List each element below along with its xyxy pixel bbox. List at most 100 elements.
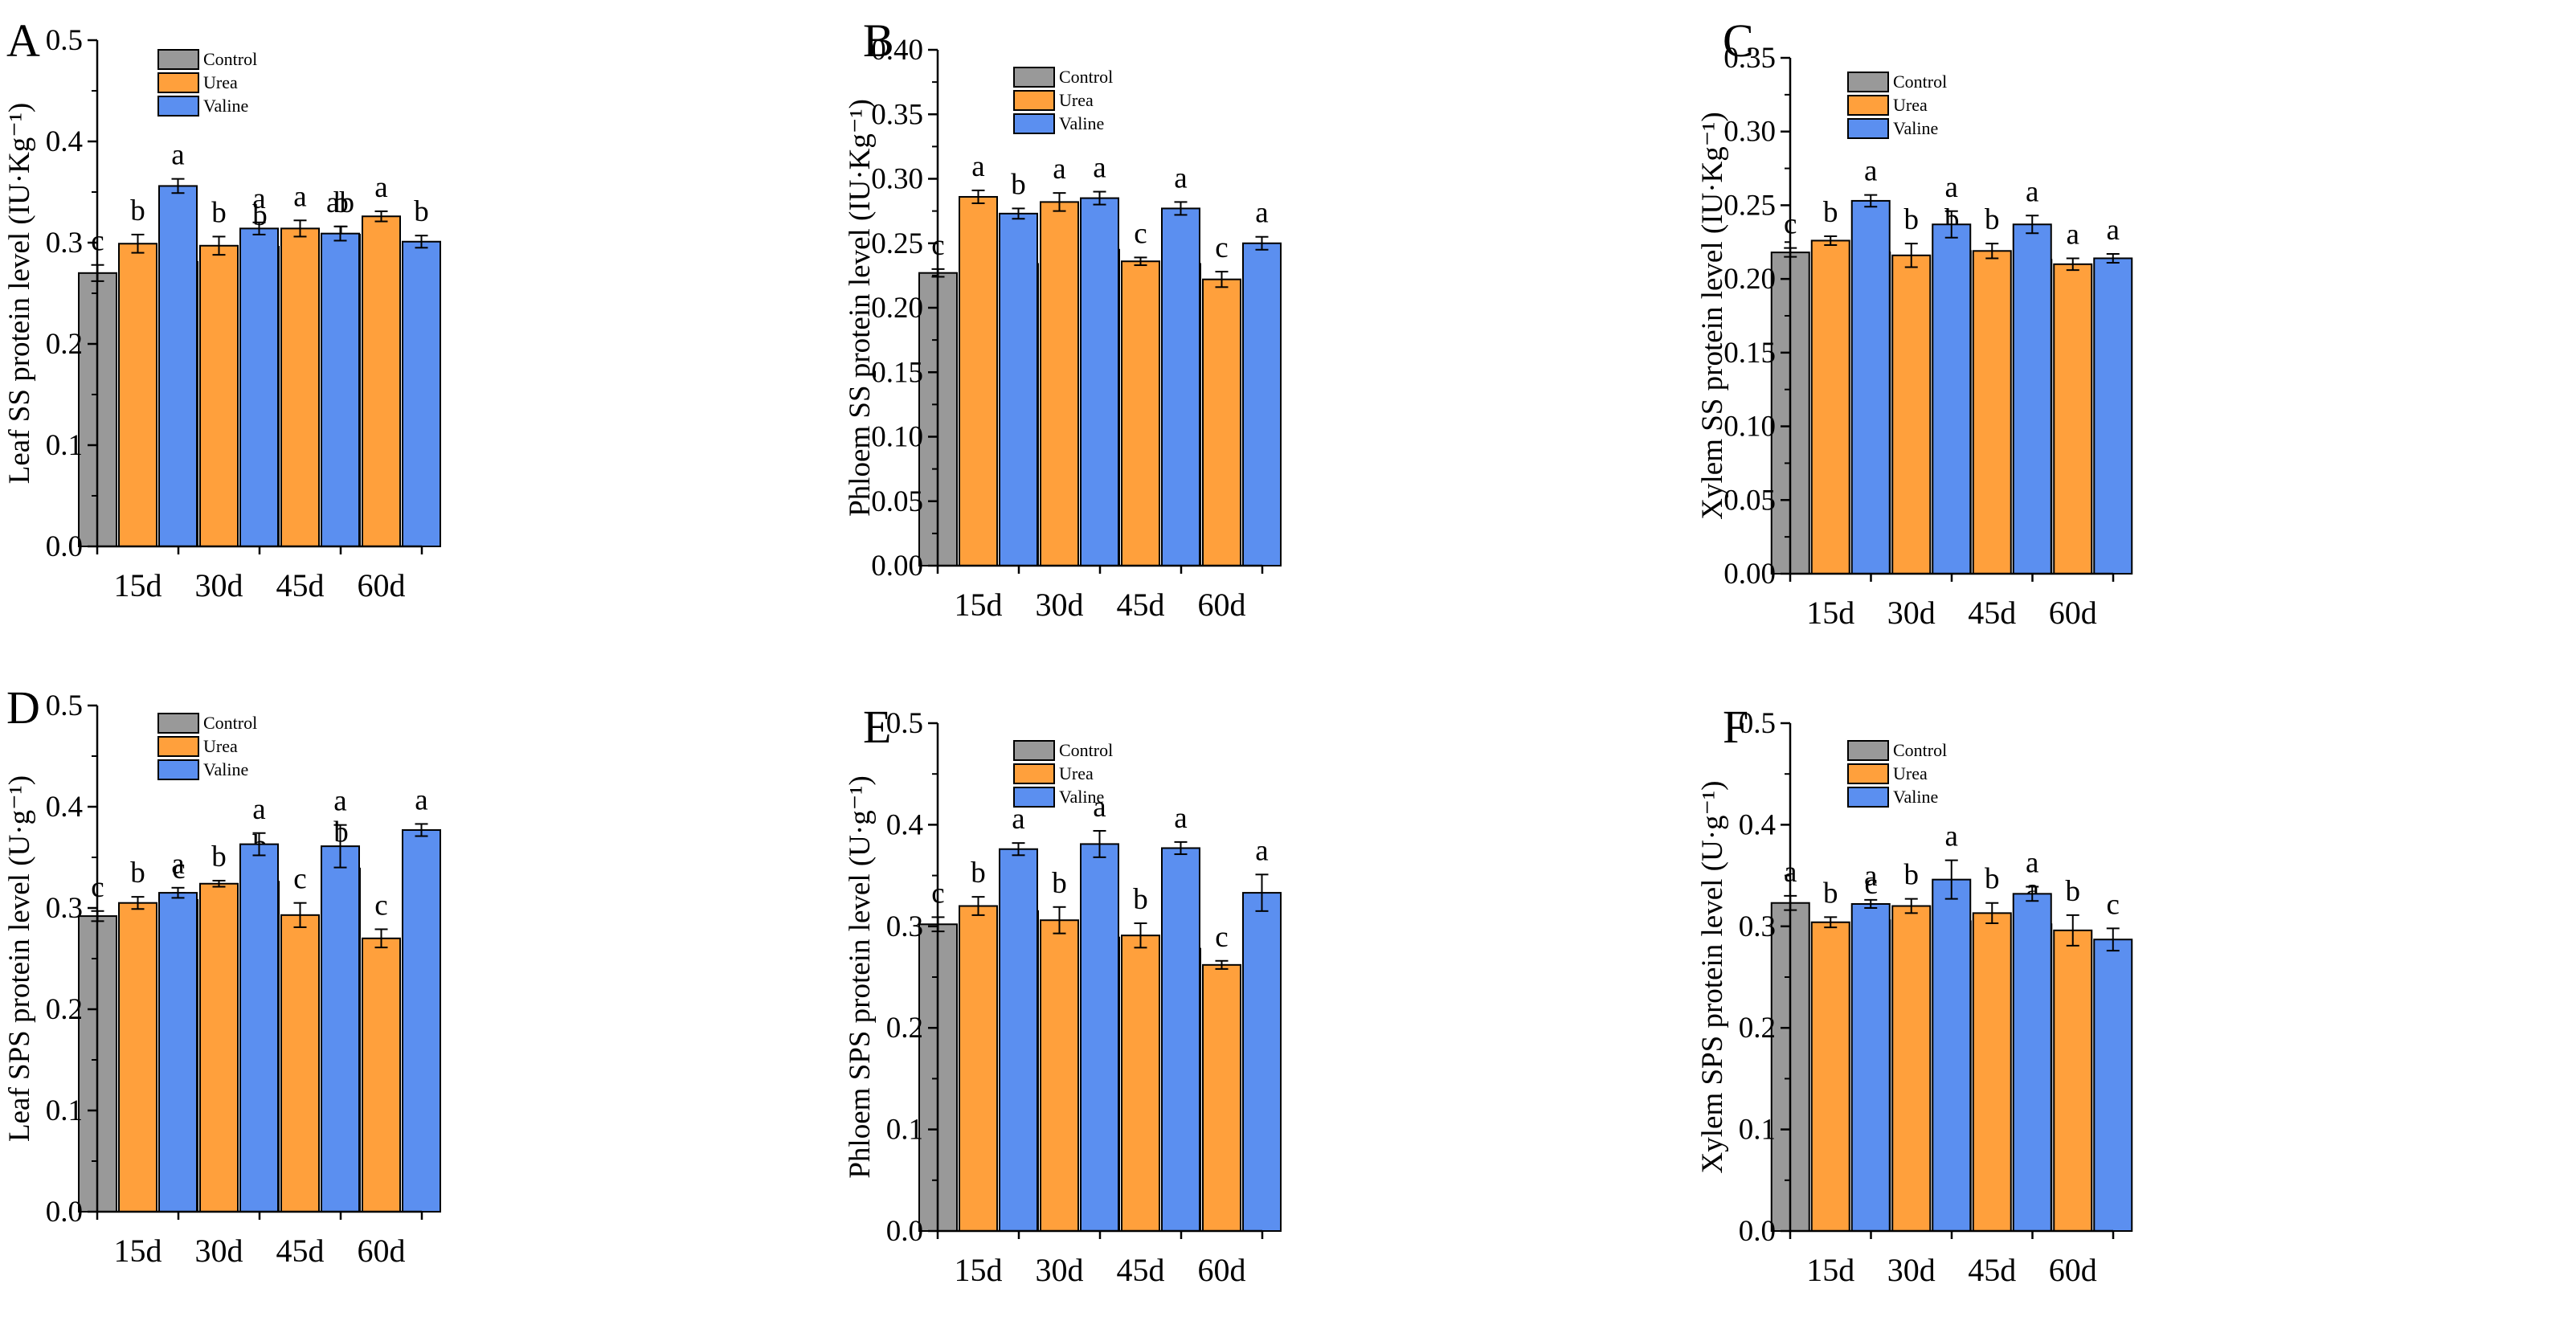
- error-bar: [293, 219, 307, 238]
- y-axis-title: Xylem SS protein level (IU·Kg⁻¹): [1696, 112, 1729, 519]
- legend-label: Valine: [203, 96, 248, 116]
- error-bar: [252, 221, 266, 235]
- bar-urea-30d: [1040, 201, 1079, 566]
- y-axis-title: Phloem SS protein level (IU·Kg⁻¹): [844, 99, 877, 517]
- error-bar: [1824, 916, 1838, 929]
- x-tick-label: 60d: [2049, 1252, 2097, 1288]
- y-tick-label: 0.3: [1739, 910, 1776, 943]
- x-tick-label: 45d: [1117, 1252, 1165, 1288]
- significance-letter: a: [333, 785, 346, 818]
- error-bar: [1255, 873, 1269, 912]
- bar-valine-15d: [1850, 902, 1891, 1232]
- bar-urea-60d: [1202, 963, 1241, 1233]
- x-tick-label: 30d: [195, 1233, 243, 1269]
- bar-valine-30d: [1080, 197, 1119, 566]
- significance-letter: c: [1134, 217, 1147, 250]
- y-tick-label: 0.05: [1723, 484, 1776, 517]
- y-tick-label: 0.25: [1723, 189, 1776, 222]
- bar-valine-15d: [999, 212, 1038, 566]
- y-tick-label: 0.40: [871, 34, 923, 67]
- x-tick-label: 15d: [114, 1233, 162, 1269]
- error-bar: [333, 824, 347, 869]
- significance-letter: a: [171, 848, 184, 881]
- bar-valine-60d: [402, 828, 441, 1213]
- significance-letter: a: [1174, 162, 1187, 194]
- chart-panel-f: Faccabbbbaaac0.00.10.20.30.40.515d30d45d…: [1696, 701, 2133, 1288]
- bar-urea-15d: [959, 195, 998, 566]
- y-tick-label: 0.0: [1739, 1215, 1776, 1248]
- legend-label: Urea: [203, 72, 238, 92]
- bar-urea-45d: [1972, 912, 2012, 1233]
- bar-valine-60d: [2093, 257, 2133, 575]
- error-bar: [1255, 235, 1269, 251]
- bar-valine-15d: [1850, 199, 1891, 575]
- error-bar: [1012, 207, 1025, 220]
- y-tick-label: 0.2: [886, 1012, 923, 1045]
- significance-letter: a: [1093, 152, 1106, 185]
- chart-panel-a: Accbbbbaaaaabb0.00.10.20.30.40.515d30d45…: [3, 14, 441, 603]
- bar-urea-45d: [1121, 935, 1160, 1233]
- error-bar: [1904, 898, 1918, 914]
- significance-letter: b: [252, 199, 268, 232]
- legend-label: Urea: [1893, 95, 1928, 115]
- error-bar: [1904, 243, 1918, 268]
- legend-label: Control: [1059, 740, 1113, 760]
- bar-valine-30d: [1932, 223, 1972, 575]
- bar-urea-30d: [199, 882, 239, 1213]
- y-tick-label: 0.25: [871, 227, 923, 260]
- legend-swatch-valine: [157, 759, 199, 780]
- bar-urea-15d: [1810, 921, 1850, 1233]
- x-tick-label: 30d: [1887, 595, 1936, 631]
- x-tick-label: 60d: [2049, 595, 2097, 631]
- error-bar: [171, 886, 185, 899]
- legend-swatch-urea: [1847, 95, 1889, 116]
- significance-letter: a: [971, 150, 984, 183]
- error-bar: [971, 896, 985, 916]
- error-bar: [1864, 898, 1878, 910]
- error-bar: [1944, 210, 1958, 239]
- legend-label: Urea: [1059, 763, 1094, 783]
- y-tick-label: 0.1: [1739, 1114, 1776, 1147]
- y-tick-label: 0.4: [886, 808, 923, 841]
- bar-urea-60d: [2053, 263, 2093, 575]
- chart-panel-c: Ccbbabbbaaaaa0.000.050.100.150.200.250.3…: [1696, 14, 2133, 631]
- y-tick-label: 0.2: [46, 328, 83, 361]
- y-tick-label: 0.5: [46, 689, 83, 722]
- error-bar: [415, 235, 428, 249]
- bar-valine-45d: [321, 232, 360, 547]
- significance-letter: a: [1945, 820, 1958, 853]
- significance-letter: a: [2026, 847, 2038, 880]
- error-bar: [1944, 859, 1958, 900]
- legend-swatch-control: [1847, 740, 1889, 761]
- error-bar: [212, 235, 226, 256]
- bar-valine-60d: [402, 240, 441, 547]
- legend-label: Control: [203, 49, 257, 69]
- significance-letter: a: [1012, 803, 1024, 836]
- y-tick-label: 0.4: [46, 791, 83, 824]
- bar-urea-15d: [118, 902, 157, 1213]
- significance-letter: c: [293, 863, 306, 896]
- legend-swatch-valine: [1013, 787, 1055, 808]
- x-tick-label: 15d: [955, 587, 1003, 623]
- legend-label: Control: [203, 713, 257, 733]
- significance-letter: a: [2026, 175, 2038, 208]
- error-bar: [1864, 194, 1878, 208]
- chart-panel-b: Bcbbbaaccbaaa0.000.050.100.150.200.250.3…: [844, 14, 1282, 623]
- bar-valine-15d: [158, 892, 198, 1213]
- significance-letter: a: [1945, 171, 1958, 204]
- bar-valine-30d: [239, 227, 279, 547]
- legend: Control Urea Valine: [1013, 740, 1113, 808]
- y-tick-label: 0.10: [1723, 411, 1776, 444]
- bar-urea-60d: [1202, 278, 1241, 566]
- error-bar: [1053, 192, 1066, 212]
- legend-label: Valine: [1893, 787, 1938, 807]
- error-bar: [1134, 256, 1147, 267]
- significance-letter: c: [2107, 888, 2120, 921]
- y-tick-label: 0.1: [46, 1094, 83, 1127]
- significance-letter: b: [1823, 877, 1838, 910]
- legend-label: Urea: [1893, 763, 1928, 783]
- legend-label: Control: [1059, 67, 1113, 87]
- legend: Control Urea Valine: [1013, 67, 1113, 134]
- legend: Control Urea Valine: [157, 713, 257, 780]
- error-bar: [293, 902, 307, 928]
